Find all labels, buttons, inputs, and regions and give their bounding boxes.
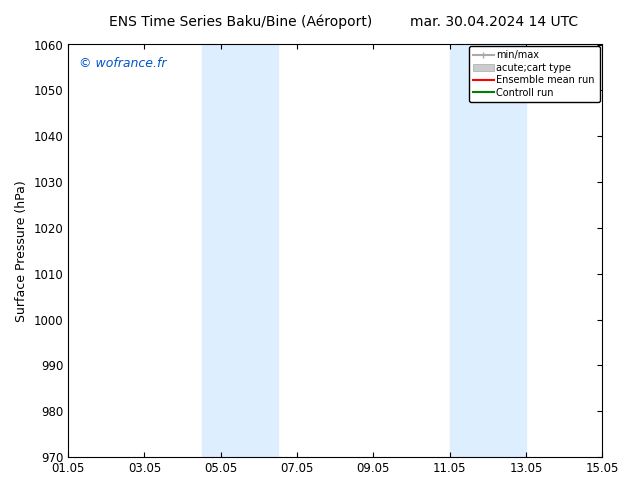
- Legend: min/max, acute;cart type, Ensemble mean run, Controll run: min/max, acute;cart type, Ensemble mean …: [469, 47, 600, 101]
- Bar: [202, 45, 278, 457]
- Text: ENS Time Series Baku/Bine (Aéroport): ENS Time Series Baku/Bine (Aéroport): [109, 15, 373, 29]
- Bar: [450, 45, 526, 457]
- Y-axis label: Surface Pressure (hPa): Surface Pressure (hPa): [15, 180, 28, 322]
- Text: © wofrance.fr: © wofrance.fr: [79, 57, 166, 70]
- Text: mar. 30.04.2024 14 UTC: mar. 30.04.2024 14 UTC: [410, 15, 579, 29]
